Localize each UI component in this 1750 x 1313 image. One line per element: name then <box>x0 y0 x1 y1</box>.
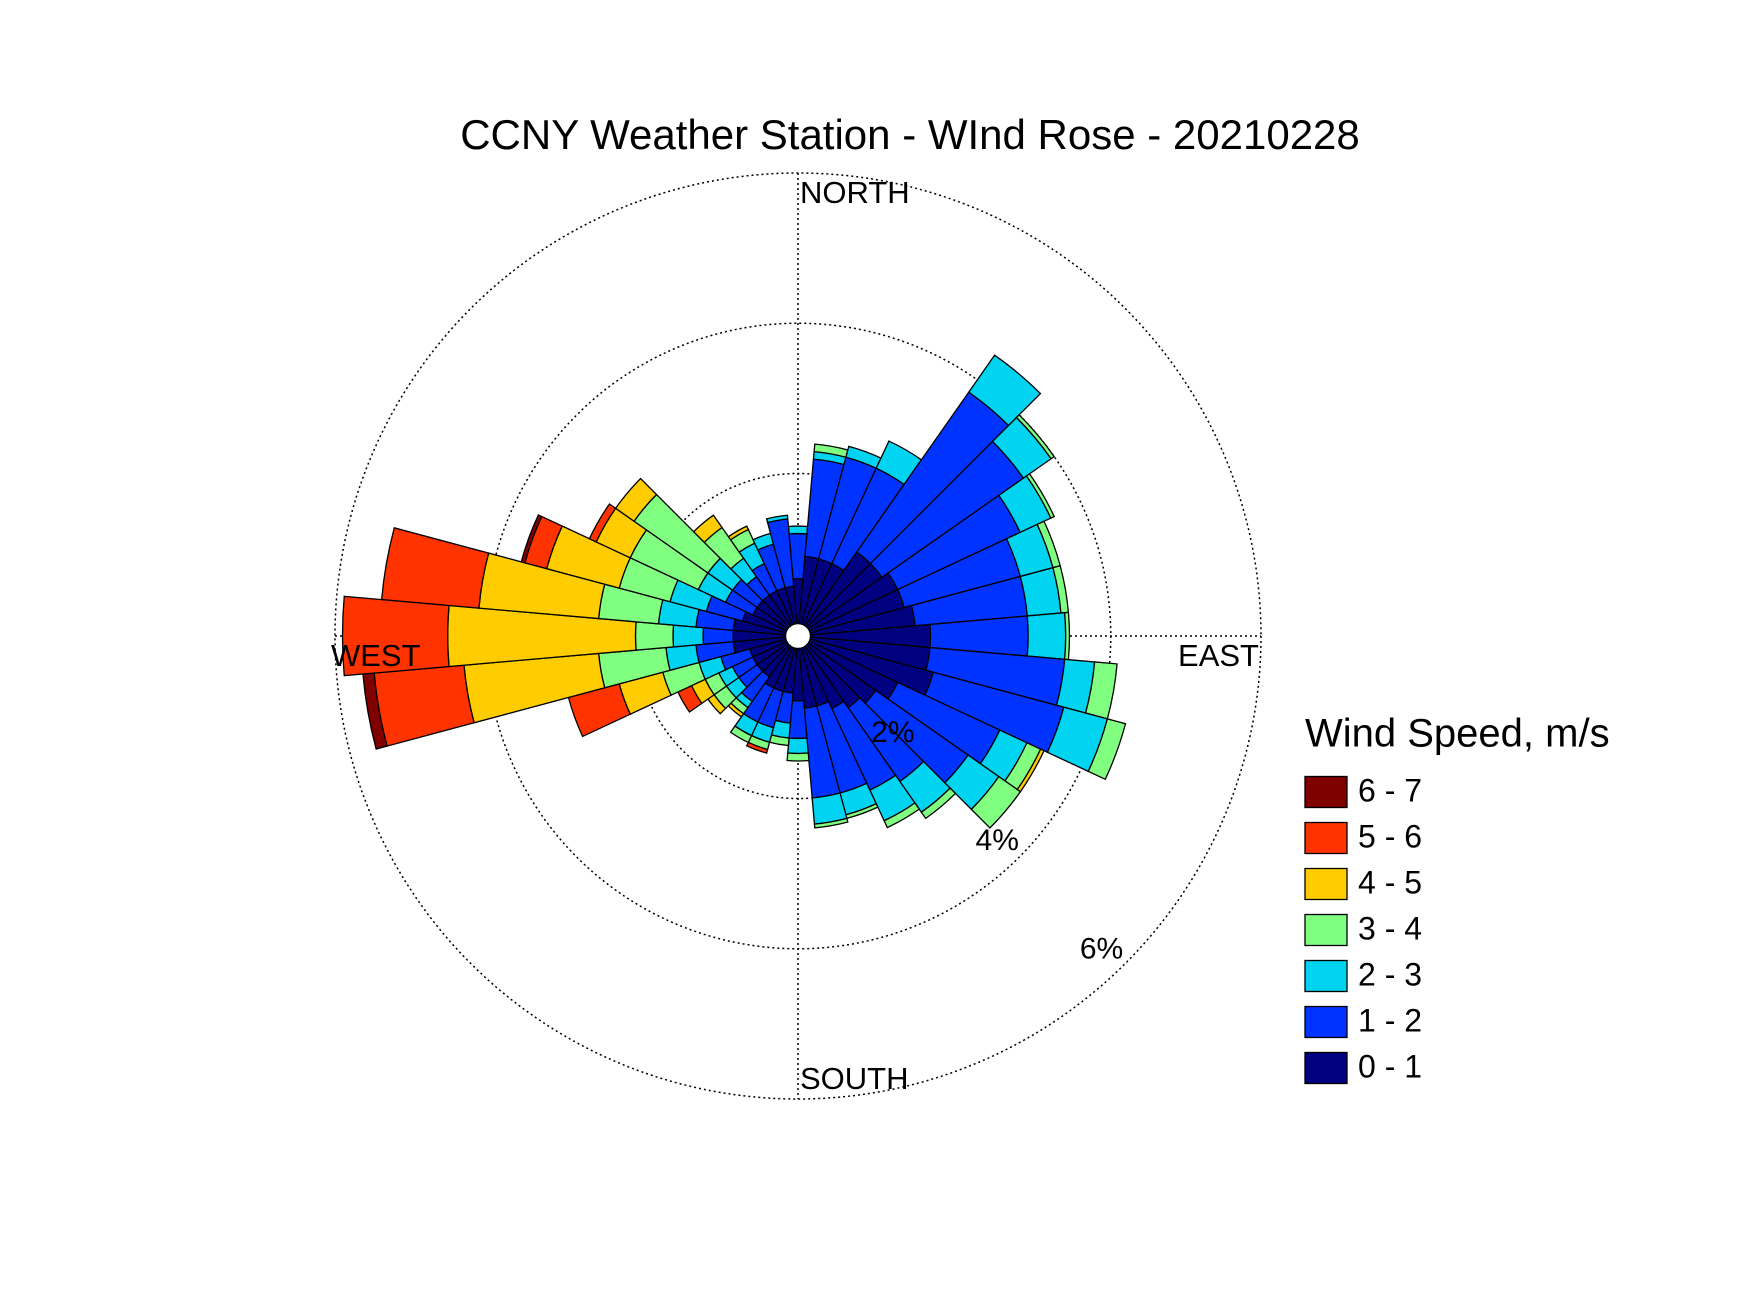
wedge <box>634 621 675 651</box>
legend-label: 5 - 6 <box>1358 818 1422 854</box>
legend: 0 - 1 1 - 2 2 - 3 3 - 4 4 - 5 5 - 6 6 - 7 <box>1304 772 1422 1085</box>
wedge <box>920 787 957 820</box>
legend-label: 6 - 7 <box>1358 772 1422 808</box>
r-tick-label: 6% <box>1080 932 1123 965</box>
wedge <box>1063 611 1071 661</box>
wedge <box>1087 718 1127 781</box>
wedge <box>614 477 658 523</box>
legend-label: 3 - 4 <box>1358 910 1422 946</box>
legend-swatch <box>1304 1051 1348 1085</box>
wedge <box>970 775 1022 829</box>
wedge <box>765 514 789 524</box>
labels: 2% 4% 6% NORTH EAST SOUTH WEST <box>331 175 1259 1096</box>
wedge <box>787 525 809 535</box>
wedge <box>1015 413 1056 460</box>
legend-swatch <box>1304 913 1348 947</box>
direction-label: WEST <box>331 638 421 673</box>
chart-title: CCNY Weather Station - WInd Rose - 20210… <box>460 111 1360 158</box>
center-hole <box>785 623 811 649</box>
legend-swatch <box>1304 867 1348 901</box>
legend-swatch <box>1304 959 1348 993</box>
wedge <box>786 752 810 762</box>
wedges <box>341 354 1127 829</box>
wedge <box>588 503 617 543</box>
wedge <box>967 354 1042 427</box>
legend-swatch <box>1304 775 1348 809</box>
grid-ring <box>334 172 1262 1100</box>
wedge <box>883 802 921 829</box>
wedge <box>727 525 750 541</box>
wedge <box>692 514 723 544</box>
wedge <box>813 817 849 829</box>
legend-label: 4 - 5 <box>1358 864 1422 900</box>
wedge <box>787 737 809 755</box>
wedge <box>729 725 753 744</box>
legend-swatch <box>1304 821 1348 855</box>
wedge <box>520 514 543 564</box>
wedge <box>380 527 490 609</box>
wedge <box>672 624 705 648</box>
wedge <box>1026 611 1067 661</box>
legend-label: 1 - 2 <box>1358 1002 1422 1038</box>
legend-label: 0 - 1 <box>1358 1048 1422 1084</box>
direction-label: SOUTH <box>800 1061 909 1096</box>
legend-swatch <box>1304 1005 1348 1039</box>
legend-label: 2 - 3 <box>1358 956 1422 992</box>
direction-label: EAST <box>1178 638 1259 673</box>
r-tick-label: 4% <box>976 824 1019 857</box>
wedge <box>1025 472 1056 519</box>
direction-label: NORTH <box>800 175 910 210</box>
r-tick-label: 2% <box>871 716 914 749</box>
wedge <box>745 741 769 754</box>
grid-ring <box>484 322 1112 950</box>
legend-title: Wind Speed, m/s <box>1305 712 1610 756</box>
